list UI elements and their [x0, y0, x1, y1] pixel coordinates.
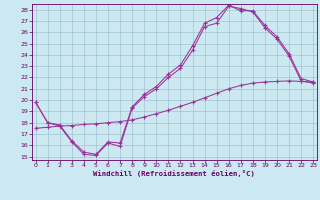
- X-axis label: Windchill (Refroidissement éolien,°C): Windchill (Refroidissement éolien,°C): [93, 170, 255, 177]
